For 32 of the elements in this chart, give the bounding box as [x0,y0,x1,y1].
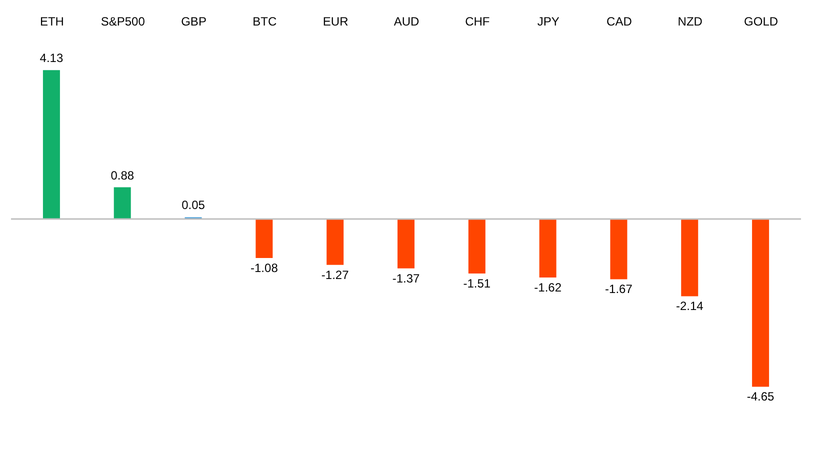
bar [752,219,770,387]
x-tick-label: S&P500 [100,14,146,28]
bar [114,187,131,220]
x-tick-label: GOLD [744,14,778,28]
data-label: -1.37 [392,271,420,286]
data-label: 0.05 [182,198,206,212]
data-label: -1.27 [321,268,350,282]
data-label: 4.13 [40,51,64,66]
bar [398,219,414,268]
bar [539,219,556,278]
x-tick-label: AUD [394,14,420,28]
x-tick-label: EUR [322,14,349,28]
data-label: -1.08 [250,260,278,275]
data-label: -1.67 [605,282,633,296]
bar [610,219,628,280]
x-tick-label: ETH [40,14,64,28]
x-tick-label: BTC [252,14,278,28]
x-tick-label: GBP [181,14,206,28]
data-label: -2.14 [676,299,704,314]
data-label: 0.88 [110,168,134,182]
bar [326,219,344,265]
data-label: -1.62 [534,280,562,294]
x-tick-label: NZD [678,14,703,28]
bar [256,219,273,258]
x-tick-label: CAD [606,14,632,28]
bar [468,219,486,274]
x-tick-label: JPY [537,14,560,28]
bar [681,219,698,296]
data-label: -4.65 [746,390,775,404]
data-label: -1.51 [463,276,491,290]
bar [42,70,60,220]
x-tick-label: CHF [465,14,490,28]
